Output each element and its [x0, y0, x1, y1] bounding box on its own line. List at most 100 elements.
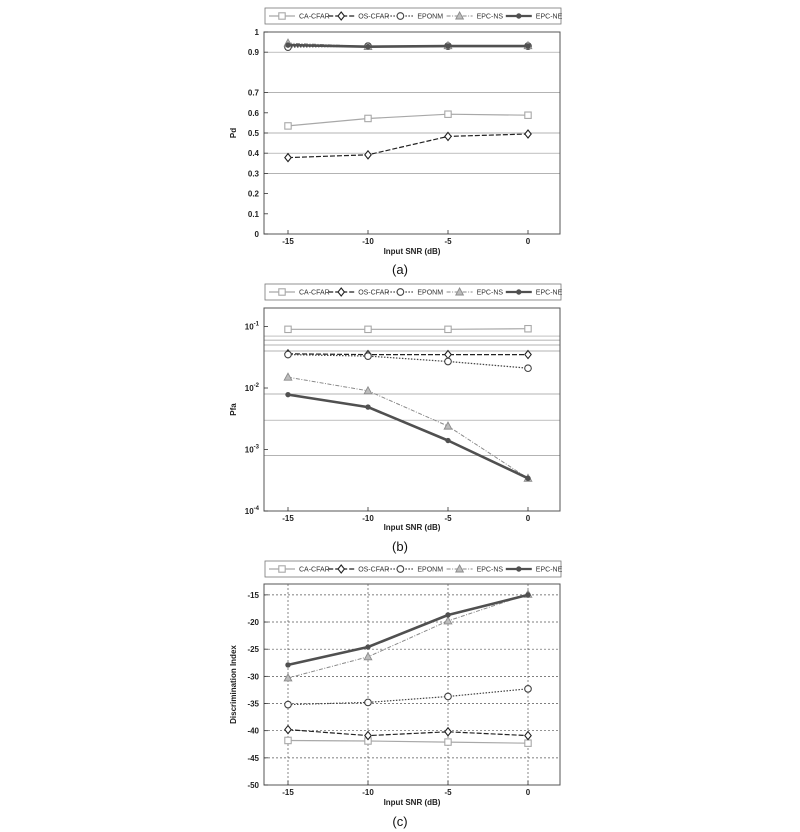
data-point: [524, 324, 532, 333]
legend-marker: [278, 565, 286, 573]
x-tick-label: -10: [362, 514, 374, 523]
x-tick-label: -15: [282, 514, 294, 523]
y-tick-exponent: -2: [254, 383, 260, 389]
data-point: [445, 437, 451, 444]
series-epc-ne: [285, 592, 531, 668]
gridlines: [264, 335, 560, 456]
data-point: [445, 43, 451, 49]
legend: CA-CFAR OS-CFAR EPONM EPC-NS EPC-NE: [264, 7, 563, 25]
gridlines: [264, 51, 560, 174]
chart-panel-3: CA-CFAR OS-CFAR EPONM EPC-NS EPC-NE-50-45-40…: [229, 560, 563, 829]
series-ca-cfar: [284, 736, 532, 747]
x-axis-label: Input SNR (dB): [384, 247, 441, 256]
y-axis-label: Discrimination Index: [229, 645, 238, 724]
y-tick-label: 0.5: [248, 129, 260, 138]
x-axis-label: Input SNR (dB): [384, 798, 441, 807]
x-tick-label: 0: [526, 237, 531, 246]
gridlines: [264, 584, 560, 785]
y-tick-label: 0: [255, 230, 260, 239]
series-ca-cfar: [284, 324, 532, 334]
legend-label: EPC-NE: [536, 567, 563, 574]
data-point: [283, 372, 293, 381]
y-tick-label: -35: [247, 700, 259, 709]
data-point: [365, 404, 371, 410]
legend-marker: [455, 287, 465, 296]
y-tick-label: 10-2: [245, 383, 260, 393]
series-line: [287, 133, 529, 159]
y-tick-label: -30: [247, 672, 259, 681]
data-point: [524, 349, 532, 360]
data-point: [445, 612, 451, 618]
data-point: [444, 131, 452, 142]
legend-marker: [516, 289, 522, 295]
legend-label: OS-CFAR: [358, 290, 389, 297]
y-tick-exponent: -1: [254, 322, 260, 328]
legend-label: OS-CFAR: [358, 14, 389, 21]
data-point: [284, 122, 292, 130]
legend-label: CA-CFAR: [299, 14, 330, 21]
legend-marker: [455, 564, 465, 573]
legend-marker: [396, 565, 405, 573]
data-point: [443, 421, 453, 430]
series-eponm: [284, 350, 532, 373]
data-point: [444, 357, 452, 366]
x-axis-label: Input SNR (dB): [384, 523, 441, 532]
legend-box: [264, 560, 562, 578]
legend-label: EPONM: [417, 290, 443, 297]
legend-marker: [396, 288, 405, 296]
y-axis-label: Pfa: [229, 403, 238, 416]
panel-caption: (c): [392, 814, 407, 829]
y-axis-label: Pd: [229, 128, 238, 138]
data-point: [284, 325, 292, 334]
data-point: [365, 44, 371, 50]
y-tick-base: 10: [245, 323, 254, 332]
x-tick-label: -5: [444, 514, 452, 523]
x-tick-label: -10: [362, 237, 374, 246]
y-tick-base: 10: [245, 384, 254, 393]
legend-label: EPONM: [417, 567, 443, 574]
data-point: [524, 684, 532, 693]
y-tick-label: 0.1: [248, 210, 260, 219]
data-point: [364, 730, 372, 741]
x-tick-label: -5: [444, 237, 452, 246]
x-tick-label: 0: [526, 788, 531, 797]
chart-panel-2: CA-CFAR OS-CFAR EPONM EPC-NS EPC-NE10-410-31…: [229, 283, 563, 554]
data-point: [525, 592, 531, 598]
y-tick-label: -15: [247, 591, 259, 600]
series-line: [287, 593, 529, 667]
data-point: [444, 325, 452, 334]
legend-label: EPC-NS: [477, 14, 504, 21]
y-tick-exponent: -3: [254, 445, 260, 451]
legend-label: EPC-NS: [477, 290, 504, 297]
data-point: [284, 736, 292, 745]
series-os-cfar: [284, 724, 532, 741]
legend-label: EPC-NE: [536, 290, 563, 297]
x-tick-label: -5: [444, 788, 452, 797]
data-point: [364, 352, 372, 360]
y-tick-exponent: -4: [254, 506, 260, 512]
data-point: [524, 730, 532, 741]
y-tick-base: 10: [245, 507, 254, 516]
series-line: [287, 729, 529, 737]
data-point: [525, 475, 531, 482]
legend-label: EPC-NE: [536, 14, 563, 21]
data-point: [524, 739, 532, 747]
chart-panel-1: CA-CFAR OS-CFAR EPONM EPC-NS EPC-NE 0 0.1 0.2 0.…: [229, 7, 563, 277]
y-tick-label: -25: [247, 645, 259, 654]
legend-marker: [396, 12, 405, 20]
data-point: [444, 738, 452, 746]
data-point: [284, 724, 292, 735]
series-line: [288, 328, 529, 330]
series-line: [287, 354, 529, 369]
series-epc-ne: [285, 391, 531, 482]
x-tick-label: -10: [362, 788, 374, 797]
legend-label: CA-CFAR: [299, 290, 330, 297]
data-point: [363, 651, 373, 661]
y-tick-label: 0.9: [248, 48, 260, 57]
y-tick-label: 10-1: [245, 322, 260, 332]
series-line: [287, 113, 529, 127]
series-eponm: [284, 684, 532, 709]
data-point: [444, 726, 452, 737]
y-tick-label: -45: [247, 754, 259, 763]
